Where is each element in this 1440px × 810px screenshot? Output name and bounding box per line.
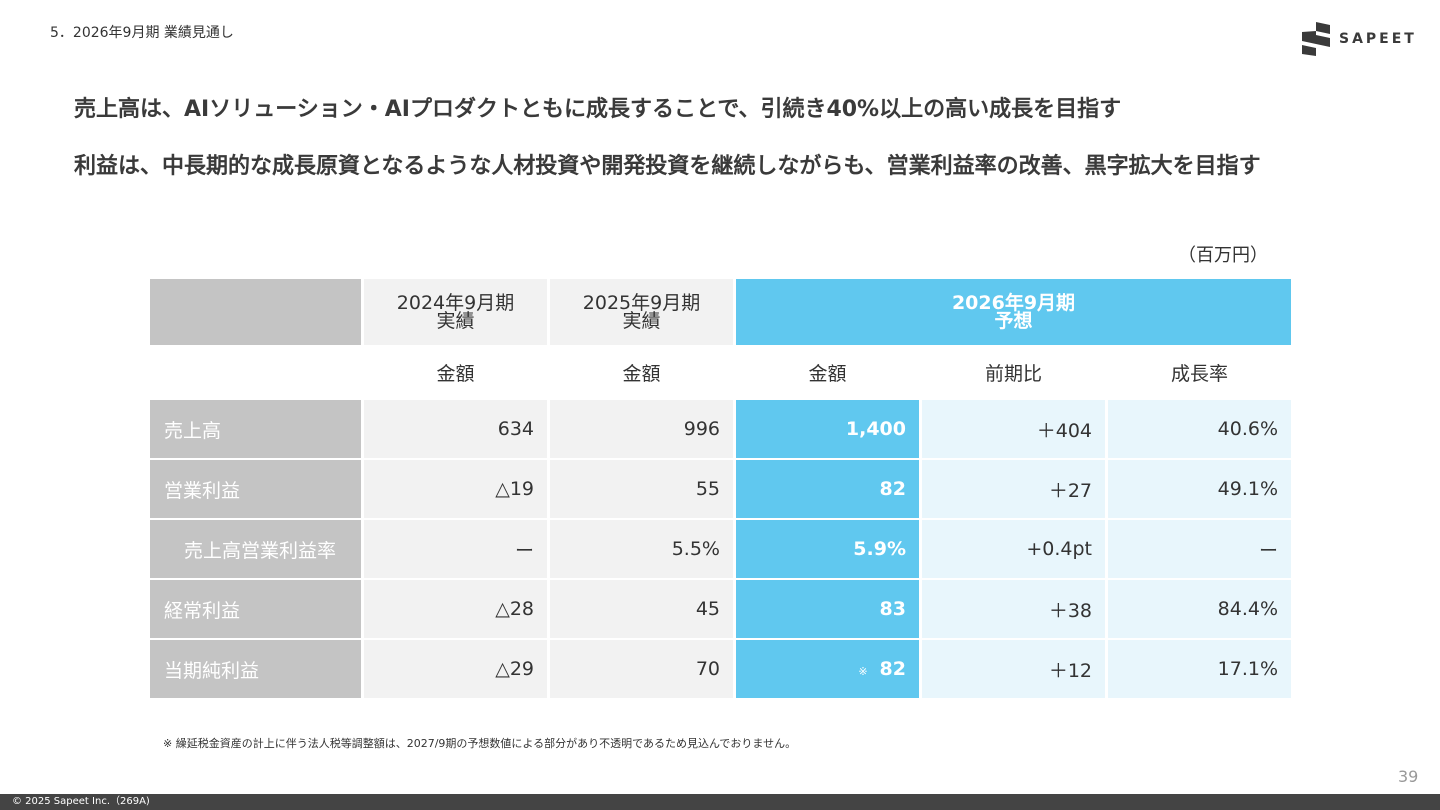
cell-growth: 49.1% [1108,460,1291,518]
cell-fy2026: 1,400 [736,400,919,458]
cell-fy2025: 70 [550,640,733,698]
cell-fy2024: △28 [364,580,547,638]
cell-fy2026: ※ 82 [736,640,919,698]
cell-fy2026: 82 [736,460,919,518]
header-fy2026: 2026年9月期 予想 [736,279,1291,345]
subheader-fy2024-amount: 金額 [364,347,547,398]
logo-text: SAPEET [1339,31,1417,47]
subheader-fy2026-amount: 金額 [736,347,919,398]
table-row: 経常利益 △28 45 83 ＋38 84.4% [150,580,1291,638]
table-corner [150,279,361,345]
cell-growth: ー [1108,520,1291,578]
table-subheader-row: 金額 金額 金額 前期比 成長率 [150,347,1291,398]
cell-fy2024: ー [364,520,547,578]
header-fy2024-period: 2024年9月期 [396,292,515,314]
cell-change: ＋38 [922,580,1105,638]
table-row: 営業利益 △19 55 82 ＋27 49.1% [150,460,1291,518]
cell-change: ＋12 [922,640,1105,698]
cell-change: ＋404 [922,400,1105,458]
company-logo: SAPEET [1302,22,1417,56]
unit-label: （百万円） [1178,245,1268,266]
row-label: 当期純利益 [150,640,361,698]
subheader-empty [150,347,361,398]
footer-bar: © 2025 Sapeet Inc.（269A) [0,794,1440,810]
cell-fy2025: 55 [550,460,733,518]
table-row: 当期純利益 △29 70 ※ 82 ＋12 17.1% [150,640,1291,698]
copyright: © 2025 Sapeet Inc.（269A) [12,796,150,807]
header-fy2024-type: 実績 [436,310,475,332]
cell-change: ＋27 [922,460,1105,518]
header-fy2025-type: 実績 [622,310,661,332]
section-label: 5．2026年9月期 業績見通し [50,25,234,41]
subheader-fy2025-amount: 金額 [550,347,733,398]
cell-change: +0.4pt [922,520,1105,578]
page-number: 39 [1398,767,1419,786]
cell-fy2026-value: 82 [879,658,906,680]
cell-fy2026: 83 [736,580,919,638]
note-mark: ※ [858,665,868,678]
footnote: ※ 繰延税金資産の計上に伴う法人税等調整額は、2027/9期の予想数値による部分… [163,737,797,750]
table-header-row: 2024年9月期 実績 2025年9月期 実績 2026年9月期 予想 [150,279,1291,345]
sapeet-logo-icon [1302,22,1330,56]
row-label: 売上高営業利益率 [150,520,361,578]
header-fy2024: 2024年9月期 実績 [364,279,547,345]
headline-sales: 売上高は、AIソリューション・AIプロダクトともに成長することで、引続き40%以… [74,97,1122,122]
cell-fy2026: 5.9% [736,520,919,578]
cell-fy2024: △19 [364,460,547,518]
row-label: 営業利益 [150,460,361,518]
cell-growth: 17.1% [1108,640,1291,698]
cell-growth: 84.4% [1108,580,1291,638]
forecast-table: 2024年9月期 実績 2025年9月期 実績 2026年9月期 予想 金額 金… [147,277,1294,700]
header-fy2025: 2025年9月期 実績 [550,279,733,345]
table-row: 売上高営業利益率 ー 5.5% 5.9% +0.4pt ー [150,520,1291,578]
cell-growth: 40.6% [1108,400,1291,458]
table-row: 売上高 634 996 1,400 ＋404 40.6% [150,400,1291,458]
headline-profit: 利益は、中長期的な成長原資となるような人材投資や開発投資を継続しながらも、営業利… [74,154,1261,179]
header-fy2026-type: 予想 [994,310,1033,332]
header-fy2026-period: 2026年9月期 [951,292,1076,314]
row-label: 経常利益 [150,580,361,638]
cell-fy2025: 5.5% [550,520,733,578]
header-fy2025-period: 2025年9月期 [582,292,701,314]
cell-fy2024: 634 [364,400,547,458]
cell-fy2024: △29 [364,640,547,698]
cell-fy2025: 45 [550,580,733,638]
row-label: 売上高 [150,400,361,458]
cell-fy2025: 996 [550,400,733,458]
subheader-fy2026-change: 前期比 [922,347,1105,398]
subheader-fy2026-growth: 成長率 [1108,347,1291,398]
